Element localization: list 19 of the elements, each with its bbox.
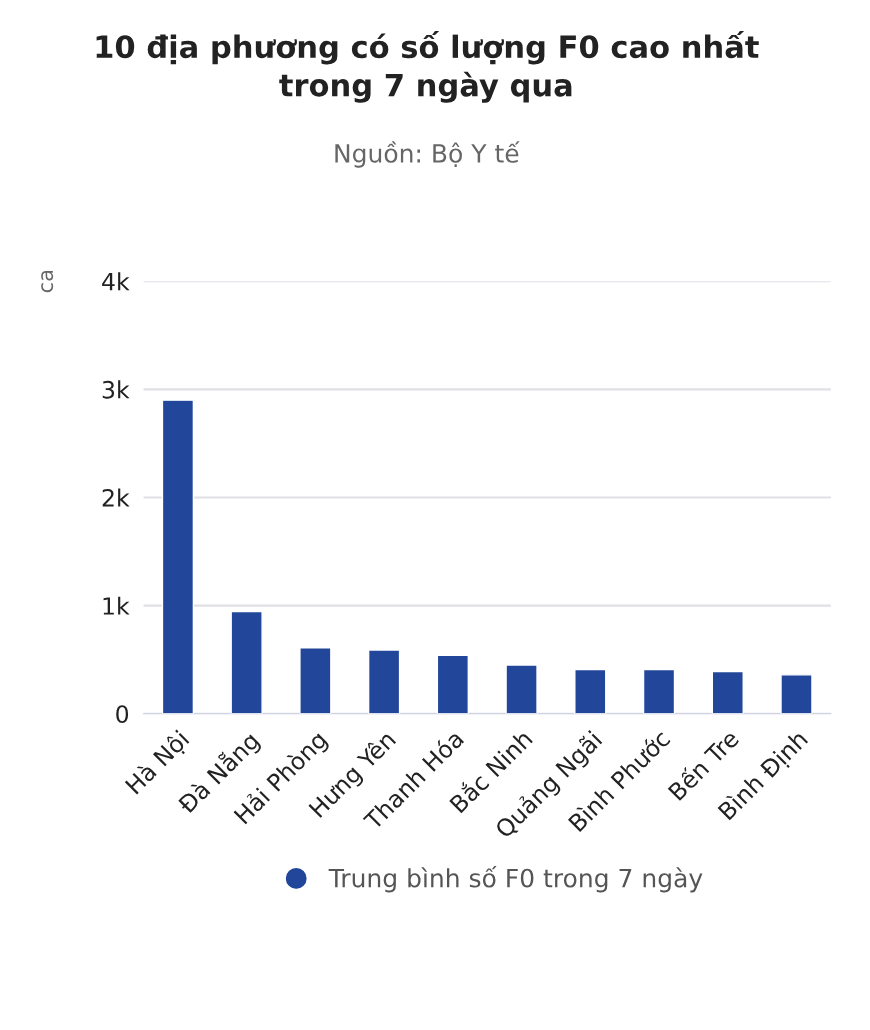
bar [299, 647, 332, 714]
bar [505, 664, 538, 714]
y-tick-label: 0 [116, 705, 129, 724]
y-tick-label: 2k [102, 488, 130, 507]
y-tick-label: 1k [103, 596, 130, 615]
y-tick-label: 4k [102, 272, 130, 291]
bar [230, 610, 263, 714]
y-axis-title: ca [41, 270, 54, 293]
bar [436, 654, 469, 714]
y-tick-label: 3k [102, 380, 130, 399]
bar [711, 670, 744, 714]
bar [780, 674, 813, 714]
bar [642, 668, 676, 714]
bar [161, 399, 195, 714]
chart-title: 10 địa phương có số lượng F0 cao nhất trong 7 ngày qua [96, 31, 759, 103]
bar [367, 649, 401, 714]
chart-subtitle: Nguồn: Bộ Y tế [335, 141, 520, 168]
legend-label: Trung bình số F0 trong 7 ngày [328, 866, 703, 893]
bar [574, 668, 607, 714]
